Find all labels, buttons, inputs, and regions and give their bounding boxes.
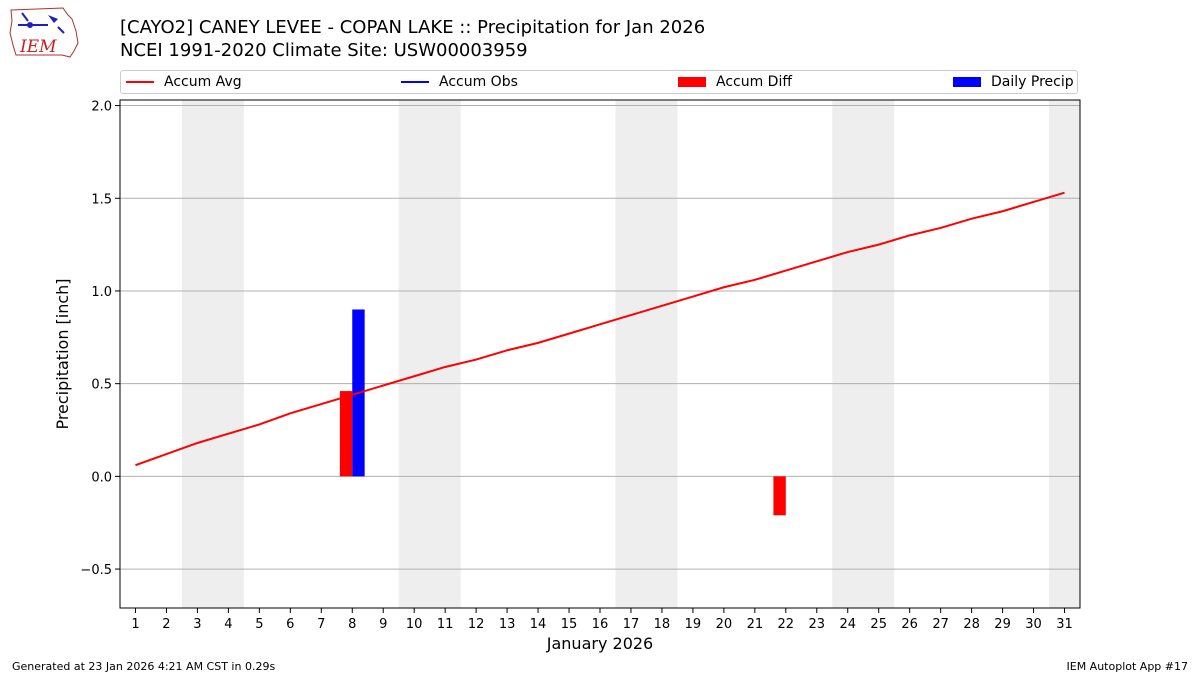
x-tick-label: 13	[499, 617, 516, 632]
y-tick-label: 0.0	[91, 470, 112, 485]
x-tick-label: 6	[286, 617, 294, 632]
x-tick-label: 19	[685, 617, 702, 632]
y-tick-label: 1.5	[91, 192, 112, 207]
x-tick-label: 5	[255, 617, 263, 632]
accum-diff-bar	[773, 476, 786, 516]
legend-item-daily-precip: Daily Precip	[953, 74, 1074, 90]
x-tick-label: 12	[468, 617, 485, 632]
x-tick-label: 28	[963, 617, 980, 632]
x-tick-label: 1	[131, 617, 139, 632]
legend-swatch	[401, 81, 429, 83]
accum-diff-bar	[339, 391, 353, 477]
accum-avg-line	[135, 191, 1065, 467]
plot-frame	[119, 99, 1081, 609]
y-tick-label: 1.0	[91, 285, 112, 300]
x-tick-label: 2	[162, 617, 170, 632]
weekend-band	[181, 100, 244, 608]
legend-label: Accum Diff	[716, 74, 793, 90]
x-tick-label: 29	[994, 617, 1011, 632]
weekend-shading	[181, 100, 1080, 608]
x-tick-label: 3	[193, 617, 201, 632]
legend-item-accum-diff: Accum Diff	[678, 74, 792, 90]
generated-timestamp: Generated at 23 Jan 2026 4:21 AM CST in …	[12, 660, 276, 673]
weekend-band	[832, 100, 895, 608]
legend-label: Daily Precip	[991, 74, 1074, 90]
x-tick-label: 11	[437, 617, 454, 632]
logo-text: IEM	[19, 37, 57, 57]
x-tick-label: 24	[839, 617, 856, 632]
lines	[135, 191, 1065, 467]
x-tick-label: 14	[530, 617, 547, 632]
legend-swatch	[678, 77, 706, 87]
x-tick-label: 9	[379, 617, 387, 632]
weekend-band	[1049, 100, 1080, 608]
x-tick-label: 16	[592, 617, 609, 632]
y-tick-label: 2.0	[91, 100, 112, 115]
iem-logo: IEM	[9, 7, 79, 58]
x-tick-label: 8	[348, 617, 356, 632]
y-tick-label: 0.5	[91, 378, 112, 393]
chart-subtitle: NCEI 1991-2020 Climate Site: USW00003959	[120, 40, 528, 61]
x-tick-label: 15	[561, 617, 578, 632]
legend-label: Accum Obs	[439, 74, 518, 90]
app-credit: IEM Autoplot App #17	[1066, 660, 1189, 673]
weekend-band	[615, 100, 678, 608]
x-tick-label: 25	[870, 617, 887, 632]
x-tick-label: 17	[623, 617, 640, 632]
gridlines	[120, 105, 1080, 570]
x-tick-label: 26	[901, 617, 918, 632]
x-tick-label: 21	[747, 617, 764, 632]
x-tick-label: 27	[932, 617, 949, 632]
x-tick-label: 7	[317, 617, 325, 632]
chart-title: [CAYO2] CANEY LEVEE - COPAN LAKE :: Prec…	[120, 17, 706, 38]
x-tick-label: 18	[654, 617, 671, 632]
legend-label: Accum Avg	[164, 74, 242, 90]
legend-swatch	[953, 77, 981, 87]
x-tick-label: 20	[716, 617, 733, 632]
legend: Accum Avg Accum Obs Accum Diff Daily Pre…	[120, 70, 1078, 94]
legend-item-accum-avg: Accum Avg	[126, 74, 242, 90]
y-tick-label: −0.5	[80, 563, 112, 578]
x-tick-label: 30	[1025, 617, 1042, 632]
axis-ticks: −0.50.00.51.01.52.01 2 3 4 5 6 7 8 9 10 11 12 13 14 15…	[80, 100, 1072, 632]
x-tick-label: 31	[1056, 617, 1073, 632]
x-tick-label: 4	[224, 617, 232, 632]
weekend-band	[398, 100, 461, 608]
x-axis-label: January 2026	[546, 634, 653, 653]
y-axis-label: Precipitation [inch]	[53, 278, 72, 429]
x-tick-label: 10	[406, 617, 423, 632]
legend-swatch	[126, 81, 154, 83]
x-tick-label: 22	[778, 617, 795, 632]
x-tick-label: 23	[809, 617, 826, 632]
legend-item-accum-obs: Accum Obs	[401, 74, 518, 90]
